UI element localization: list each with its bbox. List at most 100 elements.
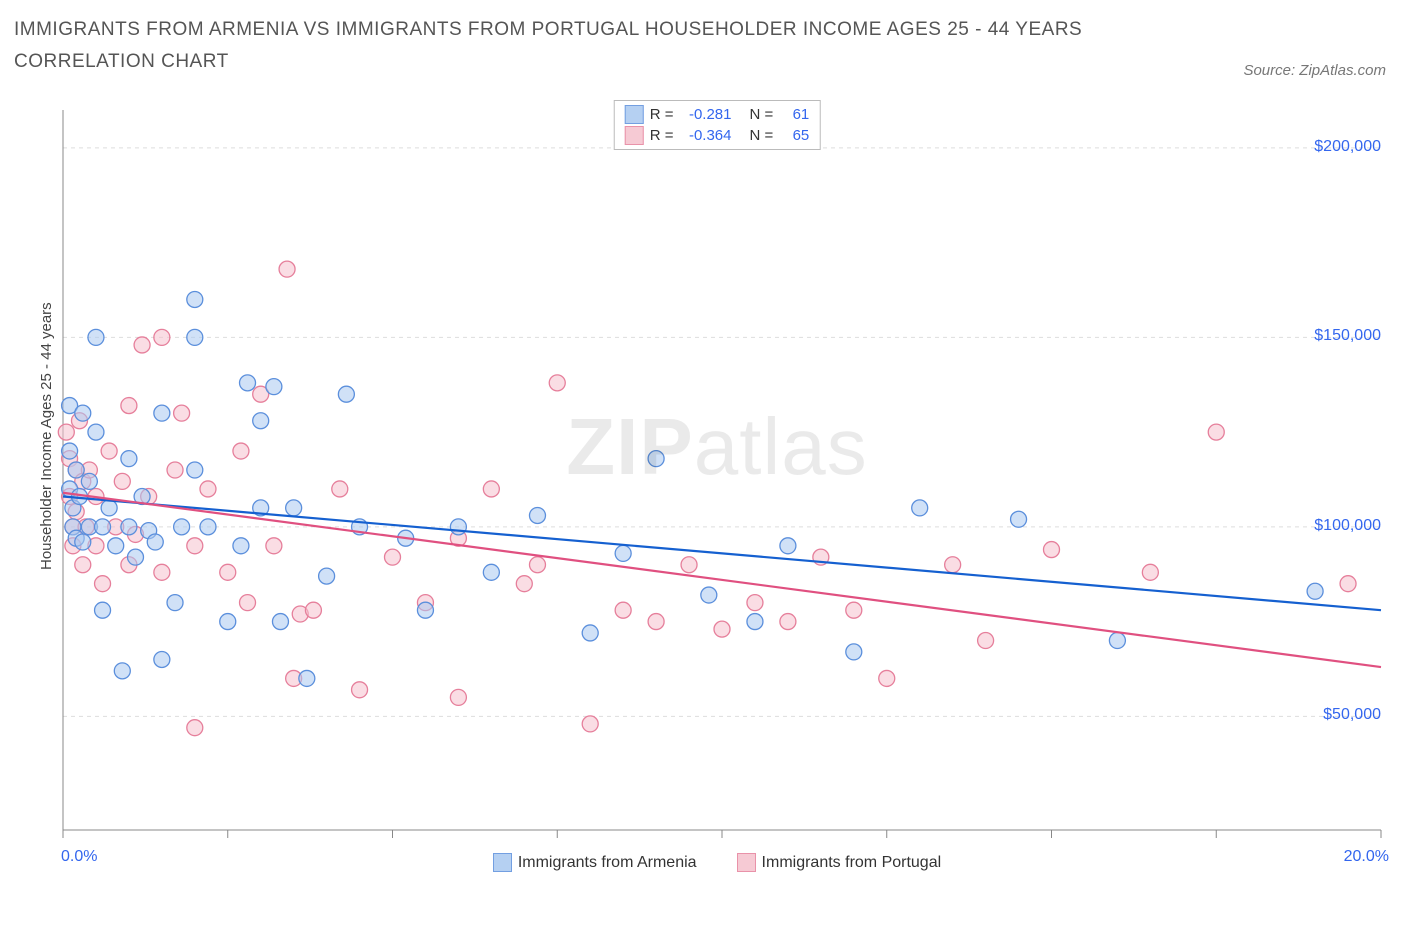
r-label: R = (650, 127, 674, 144)
portugal-point (549, 375, 565, 391)
armenia-point (272, 614, 288, 630)
source-attribution: Source: ZipAtlas.com (1243, 62, 1386, 79)
y-tick-label: $50,000 (1323, 706, 1381, 724)
armenia-point (187, 329, 203, 345)
armenia-point (253, 413, 269, 429)
armenia-point (240, 375, 256, 391)
armenia-point (319, 568, 335, 584)
armenia-point (1011, 511, 1027, 527)
legend-label: Immigrants from Portugal (762, 854, 942, 872)
armenia-point (200, 519, 216, 535)
portugal-point (1142, 564, 1158, 580)
x-tick-label: 0.0% (61, 848, 97, 866)
armenia-point (483, 564, 499, 580)
portugal-point (352, 682, 368, 698)
portugal-point (747, 595, 763, 611)
armenia-point (167, 595, 183, 611)
portugal-swatch (625, 126, 644, 145)
legend-row-portugal: R =-0.364N =65 (625, 125, 810, 146)
armenia-swatch (625, 105, 644, 124)
chart-area: Householder Income Ages 25 - 44 years ZI… (43, 100, 1391, 870)
portugal-point (101, 443, 117, 459)
portugal-point (305, 602, 321, 618)
armenia-point (747, 614, 763, 630)
armenia-point (62, 443, 78, 459)
portugal-point (187, 720, 203, 736)
portugal-point (529, 557, 545, 573)
y-tick-label: $100,000 (1314, 517, 1381, 535)
armenia-point (582, 625, 598, 641)
armenia-point (780, 538, 796, 554)
portugal-point (385, 549, 401, 565)
portugal-point (75, 557, 91, 573)
portugal-point (1208, 424, 1224, 440)
armenia-point (75, 405, 91, 421)
portugal-point (167, 462, 183, 478)
portugal-point (240, 595, 256, 611)
armenia-point (338, 386, 354, 402)
portugal-point (154, 564, 170, 580)
y-tick-label: $200,000 (1314, 138, 1381, 156)
x-tick-label: 20.0% (1344, 848, 1389, 866)
portugal-point (945, 557, 961, 573)
armenia-point (615, 545, 631, 561)
armenia-point (154, 405, 170, 421)
portugal-point (174, 405, 190, 421)
armenia-point (174, 519, 190, 535)
armenia-regression-line (63, 497, 1381, 611)
portugal-point (114, 473, 130, 489)
armenia-point (81, 473, 97, 489)
armenia-point (648, 451, 664, 467)
portugal-point (121, 398, 137, 414)
portugal-swatch (737, 853, 756, 872)
y-tick-label: $150,000 (1314, 327, 1381, 345)
armenia-swatch (493, 853, 512, 872)
n-value: 61 (779, 106, 809, 123)
n-label: N = (750, 106, 774, 123)
armenia-point (108, 538, 124, 554)
legend-label: Immigrants from Armenia (518, 854, 697, 872)
portugal-point (681, 557, 697, 573)
portugal-point (582, 716, 598, 732)
portugal-point (187, 538, 203, 554)
portugal-point (266, 538, 282, 554)
armenia-point (299, 670, 315, 686)
legend-row-armenia: R =-0.281N =61 (625, 104, 810, 125)
armenia-point (417, 602, 433, 618)
armenia-point (701, 587, 717, 603)
portugal-point (220, 564, 236, 580)
portugal-point (780, 614, 796, 630)
armenia-point (95, 602, 111, 618)
armenia-point (147, 534, 163, 550)
portugal-point (978, 633, 994, 649)
armenia-point (1307, 583, 1323, 599)
armenia-point (121, 519, 137, 535)
n-label: N = (750, 127, 774, 144)
legend-item-portugal: Immigrants from Portugal (737, 853, 942, 872)
portugal-point (154, 329, 170, 345)
portugal-point (95, 576, 111, 592)
armenia-point (114, 663, 130, 679)
portugal-point (233, 443, 249, 459)
portugal-regression-line (63, 493, 1381, 667)
armenia-point (220, 614, 236, 630)
scatter-chart-svg (43, 100, 1391, 870)
series-legend: Immigrants from Armenia Immigrants from P… (43, 853, 1391, 872)
portugal-point (648, 614, 664, 630)
armenia-point (266, 379, 282, 395)
correlation-legend: R =-0.281N =61R =-0.364N =65 (614, 100, 821, 150)
armenia-point (187, 462, 203, 478)
armenia-point (846, 644, 862, 660)
armenia-point (233, 538, 249, 554)
legend-item-armenia: Immigrants from Armenia (493, 853, 697, 872)
armenia-point (121, 451, 137, 467)
armenia-point (88, 329, 104, 345)
armenia-point (68, 462, 84, 478)
armenia-point (912, 500, 928, 516)
portugal-point (1340, 576, 1356, 592)
armenia-point (95, 519, 111, 535)
chart-title: IMMIGRANTS FROM ARMENIA VS IMMIGRANTS FR… (14, 14, 1114, 79)
portugal-point (332, 481, 348, 497)
r-label: R = (650, 106, 674, 123)
armenia-point (450, 519, 466, 535)
